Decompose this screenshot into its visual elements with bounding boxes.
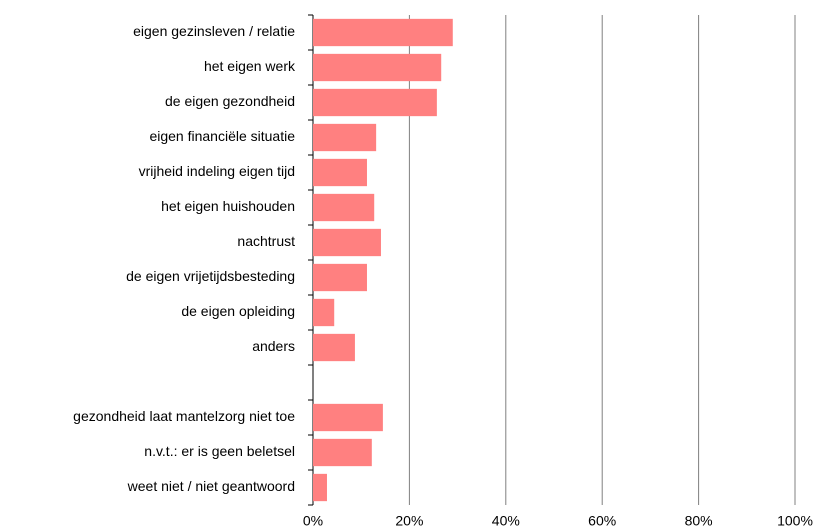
y-tick-label: n.v.t.: er is geen beletsel: [144, 443, 295, 459]
bar: [313, 473, 327, 502]
x-tick-label: 0%: [303, 513, 323, 529]
bar: [313, 158, 367, 187]
y-tick-label: vrijheid indeling eigen tijd: [139, 163, 295, 179]
bar: [313, 193, 375, 222]
bar: [313, 88, 437, 117]
y-tick-label: nachtrust: [237, 233, 295, 249]
y-tick-label: de eigen opleiding: [181, 303, 295, 319]
bar: [313, 18, 453, 47]
y-tick-label: de eigen gezondheid: [165, 93, 295, 109]
y-tick-label: anders: [252, 338, 295, 354]
x-tick-label: 20%: [395, 513, 423, 529]
y-tick-label: de eigen vrijetijdsbesteding: [126, 268, 295, 284]
y-tick-label: eigen financiële situatie: [149, 128, 295, 144]
x-tick-label: 60%: [588, 513, 616, 529]
y-tick-label: gezondheid laat mantelzorg niet toe: [73, 408, 295, 424]
bar: [313, 228, 381, 257]
x-tick-label: 100%: [777, 513, 813, 529]
bar: [313, 438, 372, 467]
y-tick-label: het eigen huishouden: [161, 198, 295, 214]
bar: [313, 403, 383, 432]
bar: [313, 333, 355, 362]
y-tick-label: het eigen werk: [204, 58, 296, 74]
bar: [313, 263, 367, 292]
bar: [313, 53, 442, 82]
bar: [313, 298, 335, 327]
bar: [313, 123, 377, 152]
y-tick-label: weet niet / niet geantwoord: [127, 478, 295, 494]
x-tick-label: 40%: [492, 513, 520, 529]
y-tick-label: eigen gezinsleven / relatie: [133, 23, 295, 39]
x-tick-label: 80%: [685, 513, 713, 529]
